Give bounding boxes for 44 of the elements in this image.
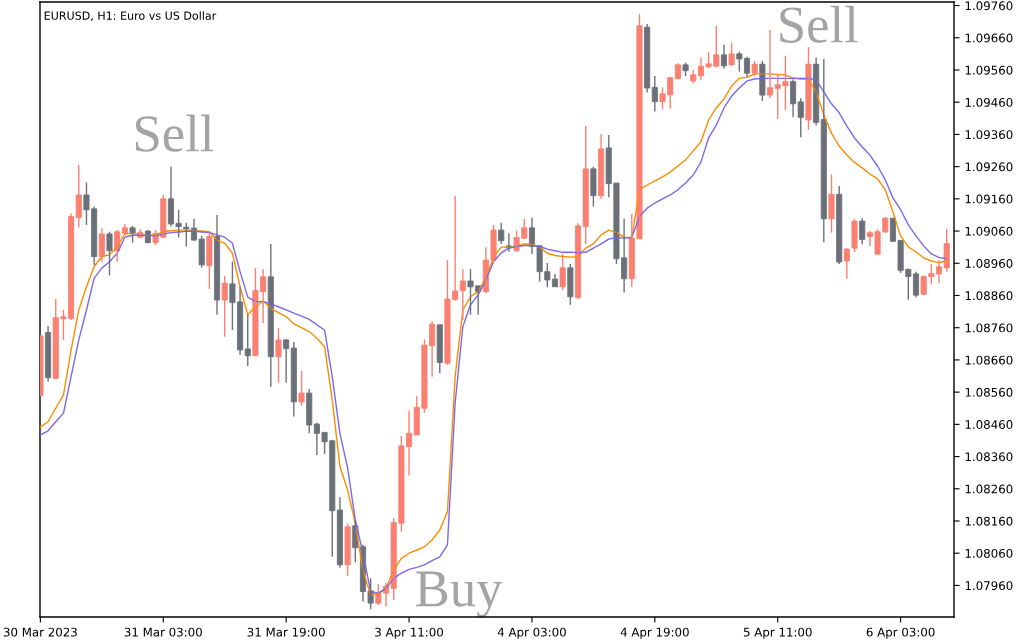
y-tick-label: 1.08660	[965, 355, 1013, 365]
candlestick	[221, 275, 228, 338]
candlestick	[206, 231, 213, 290]
candlestick	[275, 327, 282, 384]
candlestick	[828, 173, 835, 234]
y-tick-label: 1.09260	[965, 162, 1013, 172]
y-tick-label: 1.08360	[965, 452, 1013, 462]
x-tick-label: 6 Apr 03:00	[866, 627, 935, 639]
annotation: Sell	[135, 114, 214, 152]
y-tick-label: 1.08160	[965, 516, 1013, 526]
y-tick-label: 1.08060	[965, 548, 1013, 558]
y-tick-label: 1.08960	[965, 258, 1013, 268]
y-tick-label: 1.09760	[965, 1, 1013, 11]
candlestick	[559, 253, 566, 291]
text: EURUSD, H1: Euro vs US Dollar	[44, 11, 217, 21]
candlestick	[344, 522, 351, 577]
y-tick-label: 1.08760	[965, 323, 1013, 333]
x-tick-label: 31 Mar 03:00	[124, 627, 202, 637]
x-tick-label: 30 Mar 2023	[3, 627, 77, 637]
x-tick-label: 5 Apr 11:00	[743, 627, 812, 639]
annotation: Buy	[416, 571, 503, 618]
candlestick	[298, 370, 305, 407]
y-tick-label: 1.08460	[965, 420, 1013, 429]
y-tick-label: 1.08560	[965, 387, 1013, 397]
candlestick	[805, 46, 812, 131]
x-tick-label: 3 Apr 11:00	[375, 627, 443, 639]
x-tick-label: 31 Mar 19:00	[247, 627, 325, 637]
candlestick	[590, 165, 597, 208]
y-tick-label: 1.09060	[965, 226, 1013, 236]
y-tick-label: 1.09660	[965, 33, 1013, 43]
candlestick	[106, 231, 113, 277]
y-tick-label: 1.09460	[965, 97, 1013, 107]
annotation: Sell	[780, 5, 858, 43]
x-tick-label: 4 Apr 19:00	[620, 627, 689, 639]
candlestick	[728, 41, 735, 67]
y-tick-label: 1.09560	[965, 65, 1013, 75]
candlestick	[759, 60, 766, 102]
y-tick-label: 1.07960	[965, 581, 1013, 591]
y-tick-label: 1.08860	[965, 291, 1013, 301]
x-tick-label: 4 Apr 03:00	[497, 627, 566, 639]
y-tick-label: 1.09360	[965, 130, 1013, 140]
y-tick-label: 1.08260	[965, 484, 1013, 494]
y-tick-label: 1.09160	[965, 194, 1013, 204]
candlestick	[567, 263, 574, 306]
